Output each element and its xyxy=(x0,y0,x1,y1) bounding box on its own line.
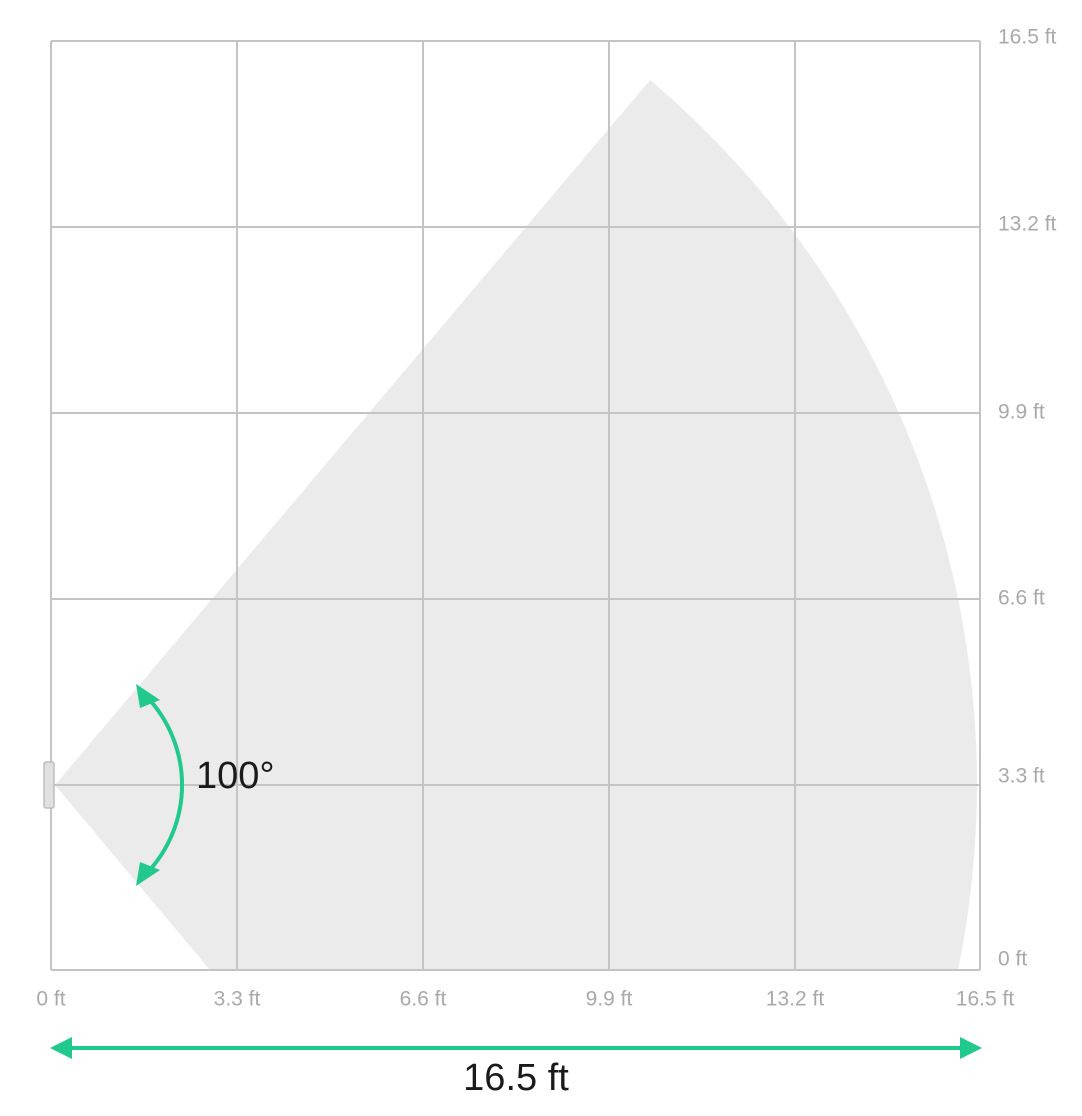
y-axis-label: 3.3 ft xyxy=(998,765,1045,788)
y-axis-label: 16.5 ft xyxy=(998,26,1057,49)
grid xyxy=(50,40,981,971)
x-axis-label: 13.2 ft xyxy=(766,988,825,1011)
x-axis-label: 3.3 ft xyxy=(214,988,261,1011)
width-label: 16.5 ft xyxy=(463,1057,569,1099)
x-axis-label: 6.6 ft xyxy=(400,988,447,1011)
arrow-head xyxy=(960,1037,982,1059)
y-axis-label: 13.2 ft xyxy=(998,213,1057,236)
x-axis-label: 16.5 ft xyxy=(956,988,1015,1011)
y-axis-label: 6.6 ft xyxy=(998,587,1045,610)
detection-zone xyxy=(55,80,977,970)
y-axis-label: 9.9 ft xyxy=(998,401,1045,424)
x-axis-label: 9.9 ft xyxy=(586,988,633,1011)
y-axis-label: 0 ft xyxy=(998,948,1027,971)
arrow-head xyxy=(50,1037,72,1059)
arrow-head xyxy=(136,862,160,886)
angle-label: 100° xyxy=(196,755,275,797)
x-axis-label: 0 ft xyxy=(36,988,65,1011)
angle-arc xyxy=(145,695,184,875)
arrow-head xyxy=(136,684,160,708)
axis-labels: 0 ft 3.3 ft 6.6 ft 9.9 ft 13.2 ft 16.5 ft 0 ft… xyxy=(36,26,1056,1011)
sensor-device xyxy=(43,761,55,809)
